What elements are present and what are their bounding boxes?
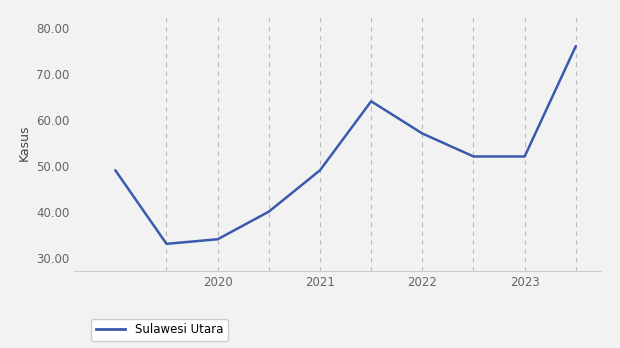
Legend: Sulawesi Utara: Sulawesi Utara xyxy=(91,318,228,341)
Y-axis label: Kasus: Kasus xyxy=(17,125,30,161)
